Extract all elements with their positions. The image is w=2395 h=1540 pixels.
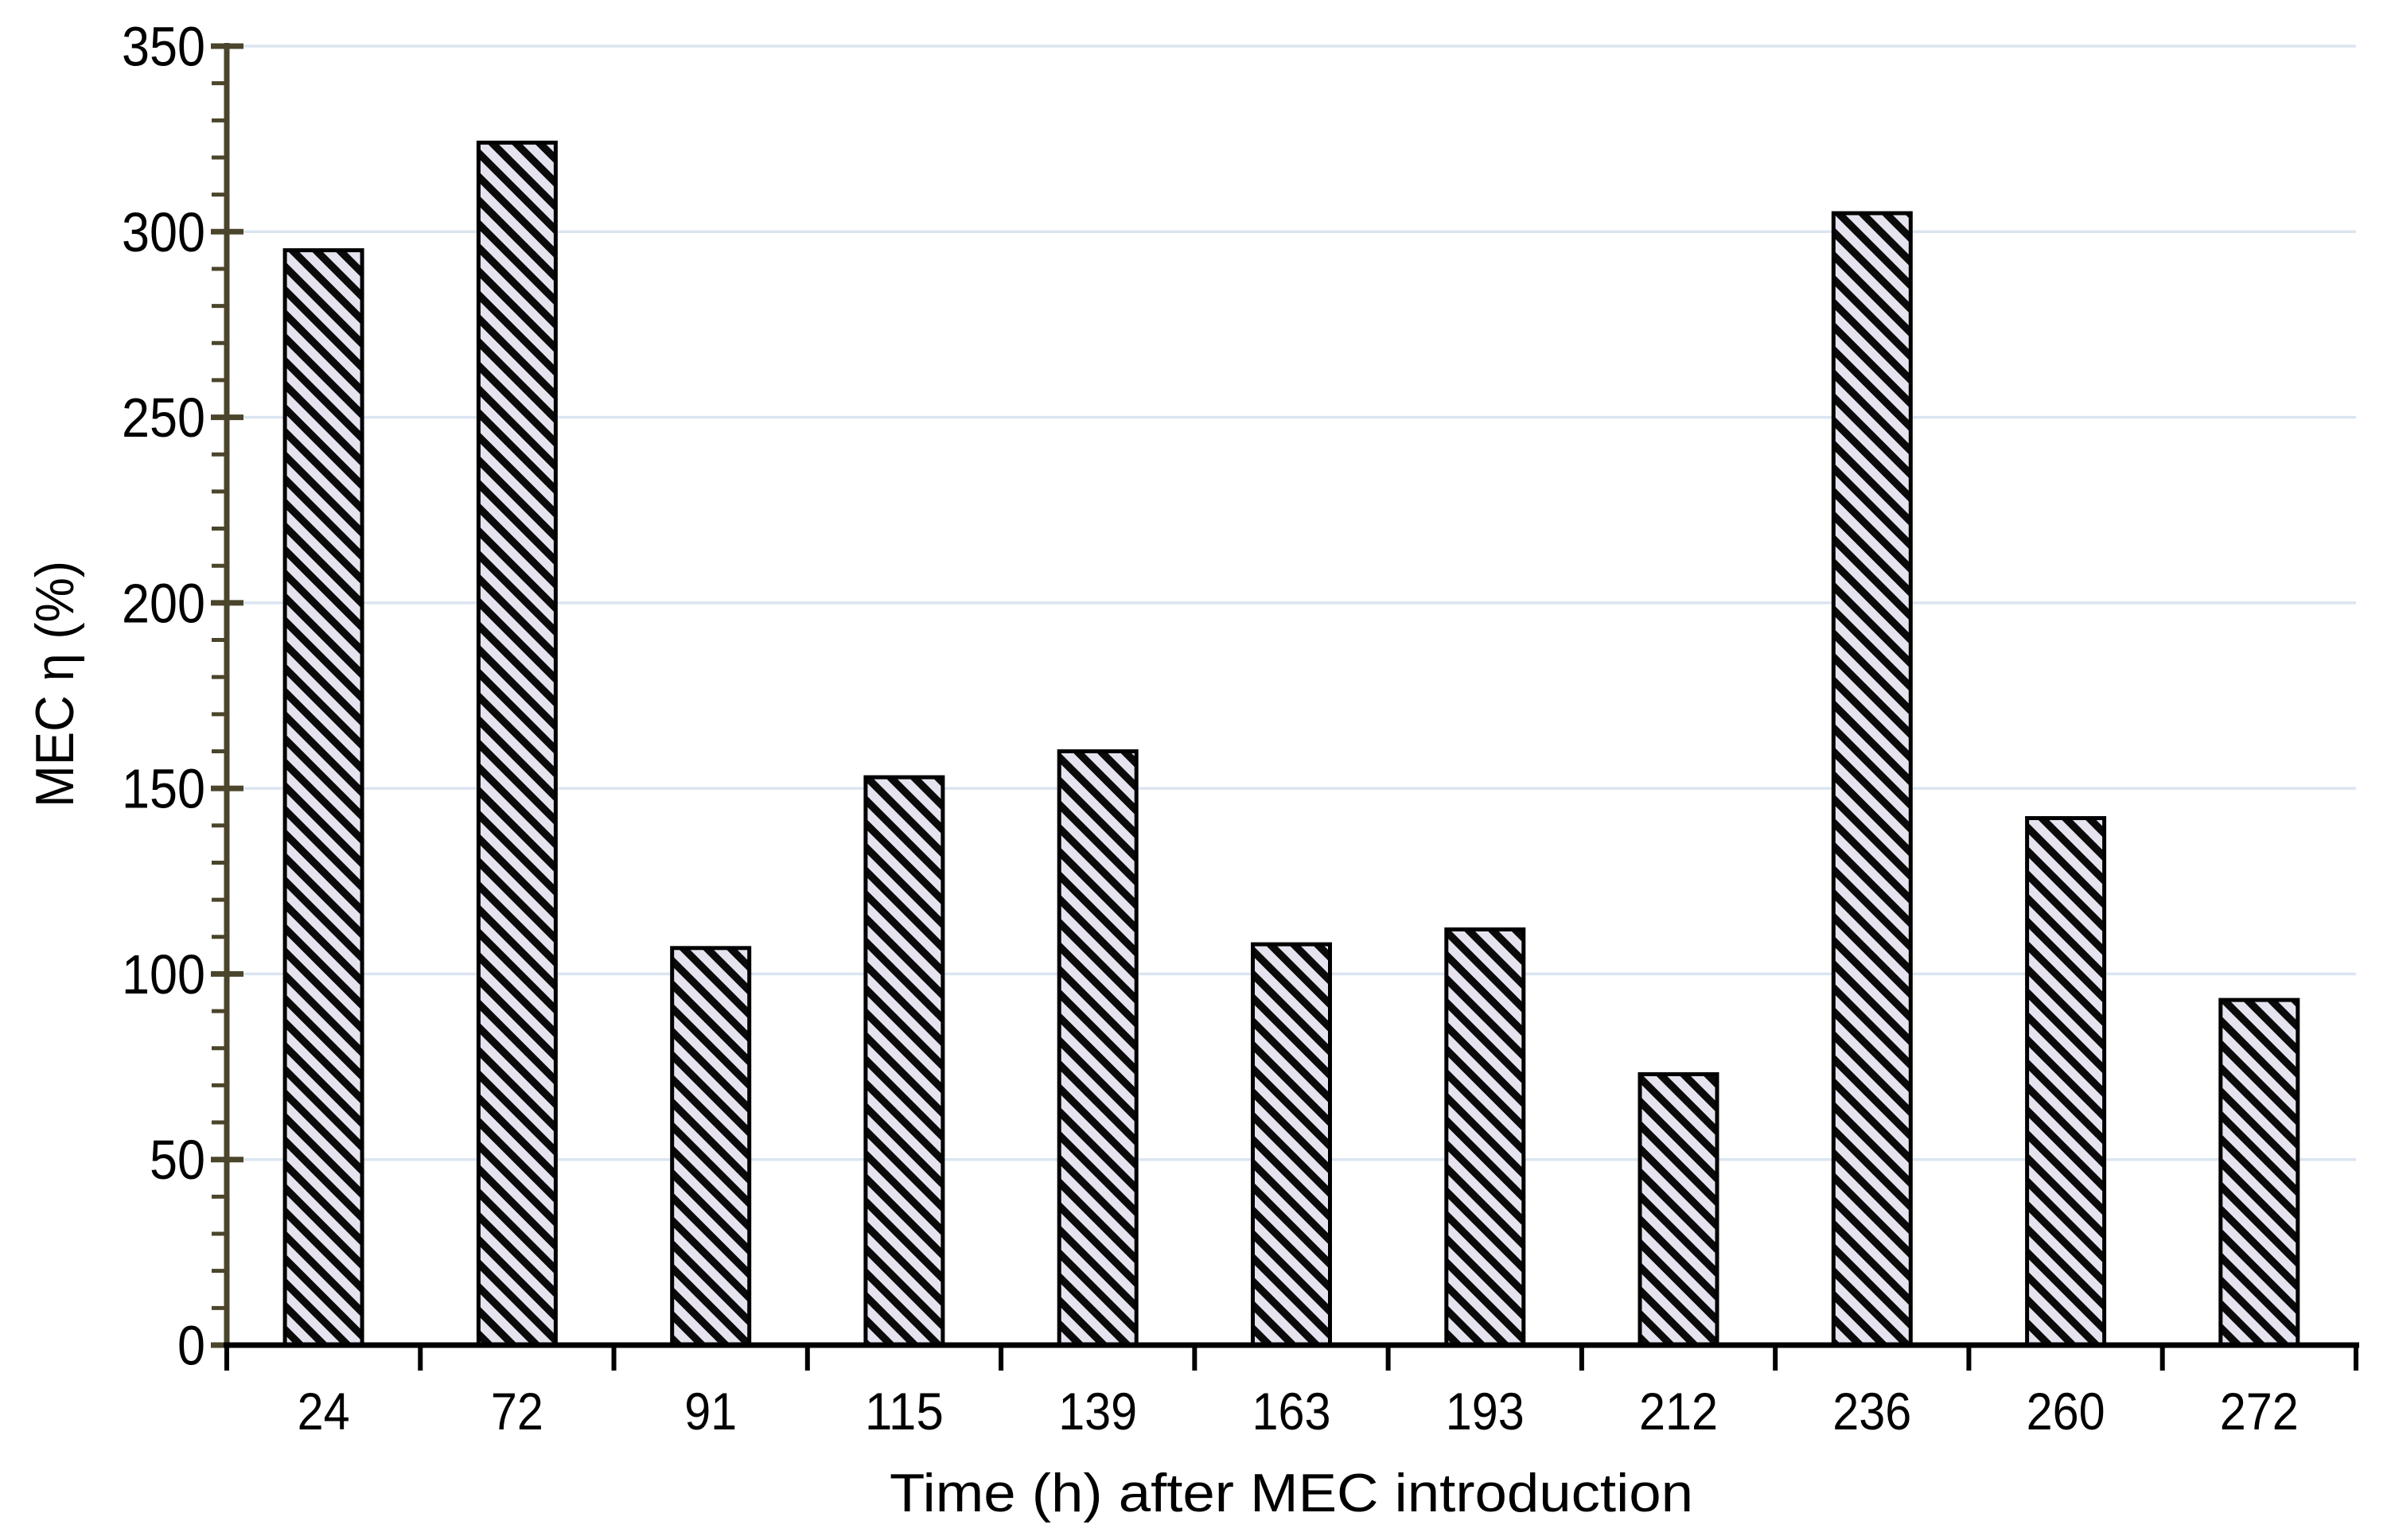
y-tick-label-150: 150 (122, 758, 205, 820)
x-tick-label-212: 212 (1639, 1382, 1718, 1441)
x-tick-label-24: 24 (298, 1382, 350, 1441)
y-axis-title: MEC η (%) (25, 561, 85, 807)
bar-24 (282, 248, 364, 1348)
x-tick-label-91: 91 (684, 1382, 737, 1441)
y-tick-label-350: 350 (122, 16, 205, 78)
bar-163 (1251, 942, 1332, 1348)
y-tick-label-250: 250 (122, 387, 205, 449)
bar-115 (863, 775, 945, 1348)
y-tick-label-300: 300 (122, 201, 205, 263)
bar-212 (1638, 1071, 1719, 1348)
bar-236 (1831, 211, 1913, 1348)
bar-139 (1057, 749, 1139, 1348)
x-tick-label-260: 260 (2027, 1382, 2105, 1441)
y-tick-label-100: 100 (122, 943, 205, 1005)
bar-72 (476, 140, 558, 1348)
bar-91 (670, 946, 752, 1348)
x-tick-label-272: 272 (2220, 1382, 2299, 1441)
x-tick-label-163: 163 (1252, 1382, 1331, 1441)
x-tick-label-236: 236 (1832, 1382, 1911, 1441)
bar-260 (2025, 816, 2107, 1348)
y-tick-label-200: 200 (122, 572, 205, 634)
x-tick-label-72: 72 (491, 1382, 543, 1441)
bar-193 (1444, 927, 1526, 1348)
x-tick-label-193: 193 (1446, 1382, 1525, 1441)
x-axis-title: Time (h) after MEC introduction (890, 1463, 1693, 1523)
bar-272 (2218, 998, 2300, 1348)
y-tick-label-50: 50 (150, 1129, 205, 1191)
x-tick-label-115: 115 (865, 1382, 944, 1441)
y-tick-label-0: 0 (177, 1315, 205, 1377)
x-tick-label-139: 139 (1058, 1382, 1137, 1441)
